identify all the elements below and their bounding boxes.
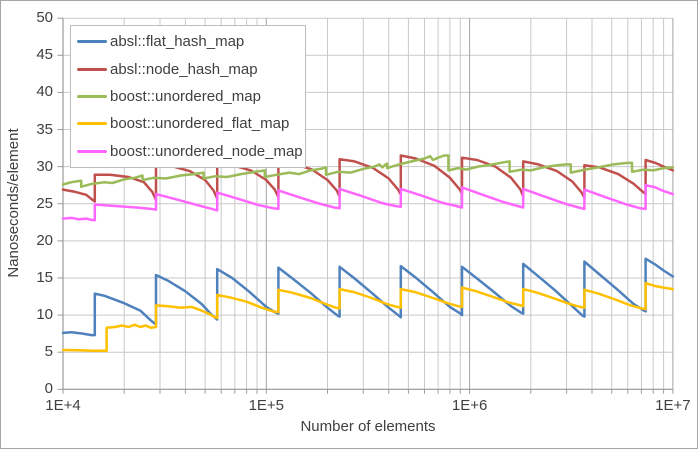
legend-line-swatch-icon bbox=[77, 149, 107, 153]
legend-line-swatch-icon bbox=[77, 94, 107, 98]
x-tick-label: 1E+5 bbox=[248, 397, 285, 414]
legend-line-swatch-icon bbox=[77, 67, 107, 71]
legend-label: boost::unordered_node_map bbox=[110, 142, 303, 160]
series-line-boost-unordered-flat-map bbox=[61, 281, 675, 352]
y-tick-label: 20 bbox=[36, 231, 53, 249]
y-tick-label: 10 bbox=[36, 306, 53, 324]
y-tick-label: 50 bbox=[36, 9, 53, 27]
legend-label: absl::node_hash_map bbox=[110, 60, 258, 78]
y-tick-label: 40 bbox=[36, 83, 53, 101]
y-tick-label: 35 bbox=[36, 120, 53, 138]
legend-item: boost::unordered_flat_map bbox=[77, 115, 305, 132]
x-tick-label: 1E+4 bbox=[45, 397, 81, 414]
y-tick-label: 25 bbox=[36, 194, 53, 212]
series-line-boost-unordered-node-map bbox=[61, 183, 675, 222]
legend-item: absl::flat_hash_map bbox=[77, 33, 305, 50]
legend-label: boost::unordered_map bbox=[110, 87, 261, 105]
y-tick-label: 0 bbox=[44, 380, 53, 398]
legend-item: boost::unordered_node_map bbox=[77, 143, 305, 160]
legend-item: absl::node_hash_map bbox=[77, 61, 305, 78]
y-tick-label: 15 bbox=[36, 268, 53, 286]
series-line-boost-unordered-map bbox=[61, 154, 675, 188]
y-tick-label: 5 bbox=[44, 343, 53, 361]
y-tick-label: 30 bbox=[36, 157, 53, 175]
legend-line-swatch-icon bbox=[77, 40, 107, 44]
legend-label: boost::unordered_flat_map bbox=[110, 115, 290, 133]
x-tick-label: 1E+6 bbox=[451, 397, 488, 414]
legend-line-swatch-icon bbox=[77, 122, 107, 126]
y-tick-label: 45 bbox=[36, 46, 53, 64]
y-axis-title: Nanoseconds/element bbox=[5, 128, 22, 278]
legend-item: boost::unordered_map bbox=[77, 88, 305, 105]
legend-label: absl::flat_hash_map bbox=[110, 33, 245, 51]
x-axis-title: Number of elements bbox=[300, 418, 436, 435]
x-tick-label: 1E+7 bbox=[655, 397, 691, 414]
